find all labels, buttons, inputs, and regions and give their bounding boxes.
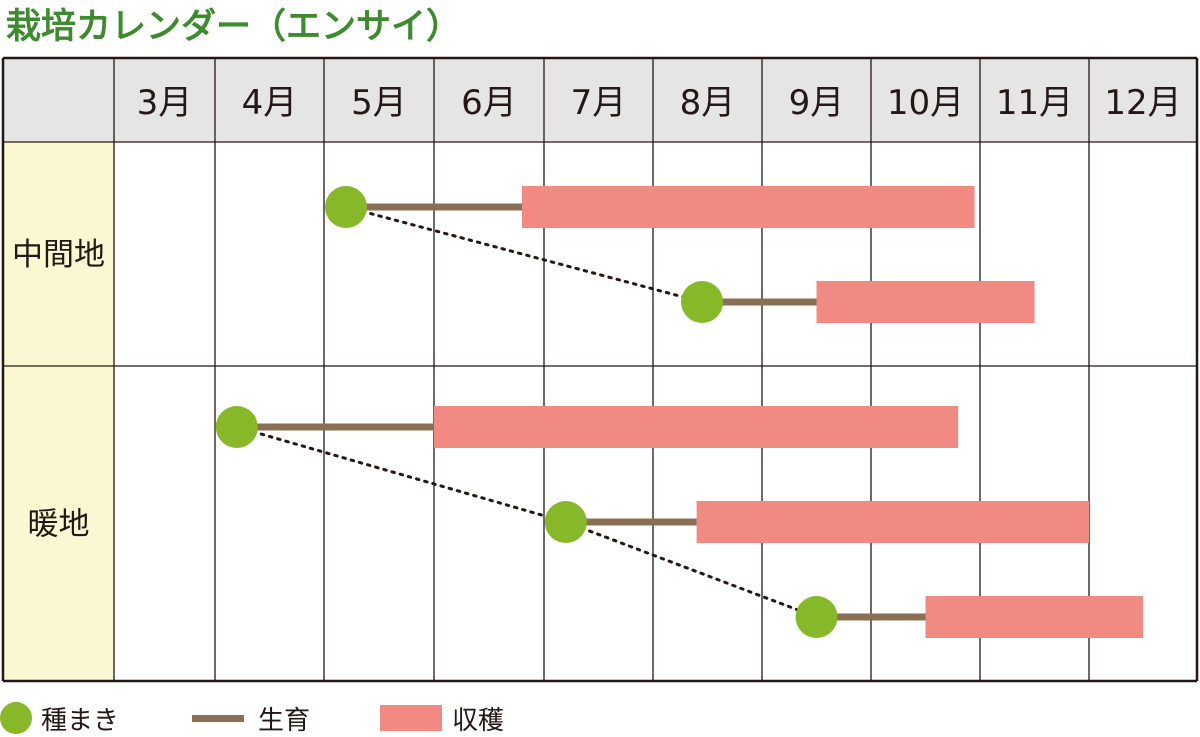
- sowing-connector: [564, 520, 818, 619]
- month-label: 10月: [887, 83, 964, 123]
- month-label: 6月: [461, 83, 517, 123]
- header-background: [3, 58, 1197, 142]
- sowing-dot: [681, 281, 724, 323]
- sowing-dot: [215, 406, 258, 448]
- harvest-bar: [696, 501, 1089, 543]
- calendar-backgrounds: [3, 58, 1197, 681]
- month-label: 9月: [789, 83, 845, 123]
- region-background: [3, 142, 114, 366]
- month-label: 7月: [571, 83, 627, 123]
- calendar-grid: [1, 56, 1199, 683]
- harvest-swatch-icon: [380, 705, 442, 731]
- sowing-dot: [325, 186, 367, 228]
- month-header: 3月 4月 5月 6月 7月 8月 9月 10月 11月 12月: [137, 83, 1182, 123]
- region-label: 中間地: [12, 237, 105, 273]
- page-title: 栽培カレンダー（エンサイ）: [6, 7, 462, 47]
- sowing-dot: [795, 596, 838, 638]
- legend-sowing: 種まき: [0, 700, 119, 736]
- harvest-bar: [925, 596, 1143, 638]
- legend-sowing-label: 種まき: [41, 705, 120, 736]
- harvest-bar: [434, 406, 959, 448]
- growth-swatch-icon: [192, 714, 244, 722]
- legend-harvest-label: 収穫: [452, 705, 505, 736]
- month-label: 11月: [996, 83, 1073, 123]
- sowing-dot: [544, 501, 587, 543]
- legend-growth: 生育: [192, 700, 310, 736]
- month-label: 5月: [351, 83, 407, 123]
- harvest-bar: [816, 281, 1035, 323]
- harvest-bar: [522, 186, 975, 228]
- cultivation-plans: [215, 186, 1143, 638]
- region-label: 暖地: [28, 507, 90, 543]
- month-label: 8月: [680, 83, 736, 123]
- region-background: [3, 366, 114, 681]
- month-label: 4月: [242, 83, 298, 123]
- month-label: 12月: [1104, 83, 1181, 123]
- sowing-swatch-icon: [0, 702, 32, 734]
- legend-harvest: 収穫: [380, 700, 504, 736]
- sowing-connector: [344, 205, 704, 304]
- month-label: 3月: [137, 83, 193, 123]
- legend-growth-label: 生育: [258, 705, 311, 736]
- sowing-connector: [235, 425, 568, 524]
